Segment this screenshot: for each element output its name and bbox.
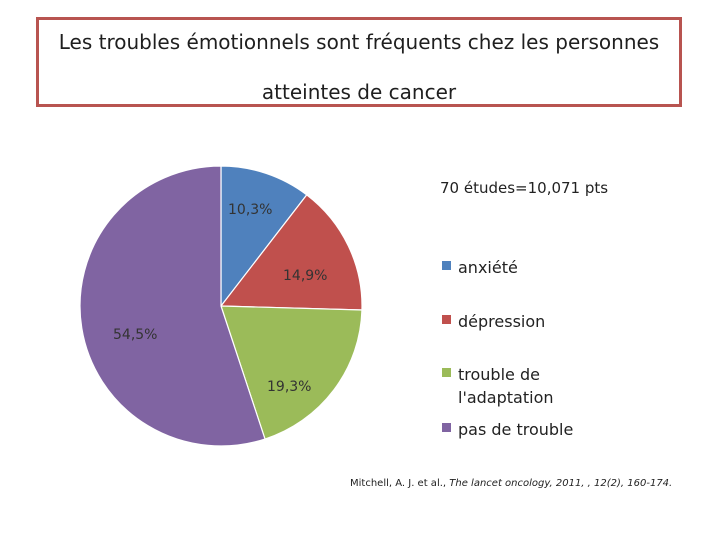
- legend-swatch-anxiete: [442, 261, 451, 270]
- data-label-pas-de-trouble: 54,5%: [113, 327, 157, 343]
- legend-label-pas-de-trouble: pas de trouble: [458, 420, 573, 439]
- legend-label-anxiete: anxiété: [458, 258, 518, 277]
- legend-swatch-pas-de-trouble: [442, 423, 451, 432]
- legend-label-trouble-de-l-adaptation: trouble de l'adaptation: [458, 365, 554, 407]
- data-label-anxiete: 10,3%: [228, 202, 272, 218]
- pie-slice-pas-de-trouble: [79, 165, 266, 447]
- pie-slice-trouble-de-l-adaptation: [220, 305, 363, 440]
- legend-swatch-depression: [442, 315, 451, 324]
- data-label-depression: 14,9%: [283, 268, 327, 284]
- legend-label-depression: dépression: [458, 312, 545, 331]
- title-line-2: atteintes de cancer: [261, 80, 457, 104]
- title-box: Les troubles émotionnels sont fréquents …: [36, 17, 682, 107]
- title-line-1: Les troubles émotionnels sont fréquents …: [58, 30, 660, 54]
- citation: Mitchell, A. J. et al., The lancet oncol…: [350, 478, 672, 489]
- data-label-trouble-de-l-adaptation: 19,3%: [267, 379, 311, 395]
- citation-journal: The lancet oncology, 2011, , 12(2), 160-…: [449, 478, 673, 489]
- pie-slice-anxiete: [220, 165, 308, 308]
- pie-chart: 10,3% 14,9% 19,3% 54,5% 70 études=10,071 pt…: [79, 165, 608, 447]
- study-count-note: 70 études=10,071 pts: [440, 179, 608, 197]
- pie-slice-depression: [219, 194, 363, 311]
- legend-swatch-trouble-de-l-adaptation: [442, 368, 451, 377]
- citation-authors: Mitchell, A. J. et al.,: [350, 478, 450, 489]
